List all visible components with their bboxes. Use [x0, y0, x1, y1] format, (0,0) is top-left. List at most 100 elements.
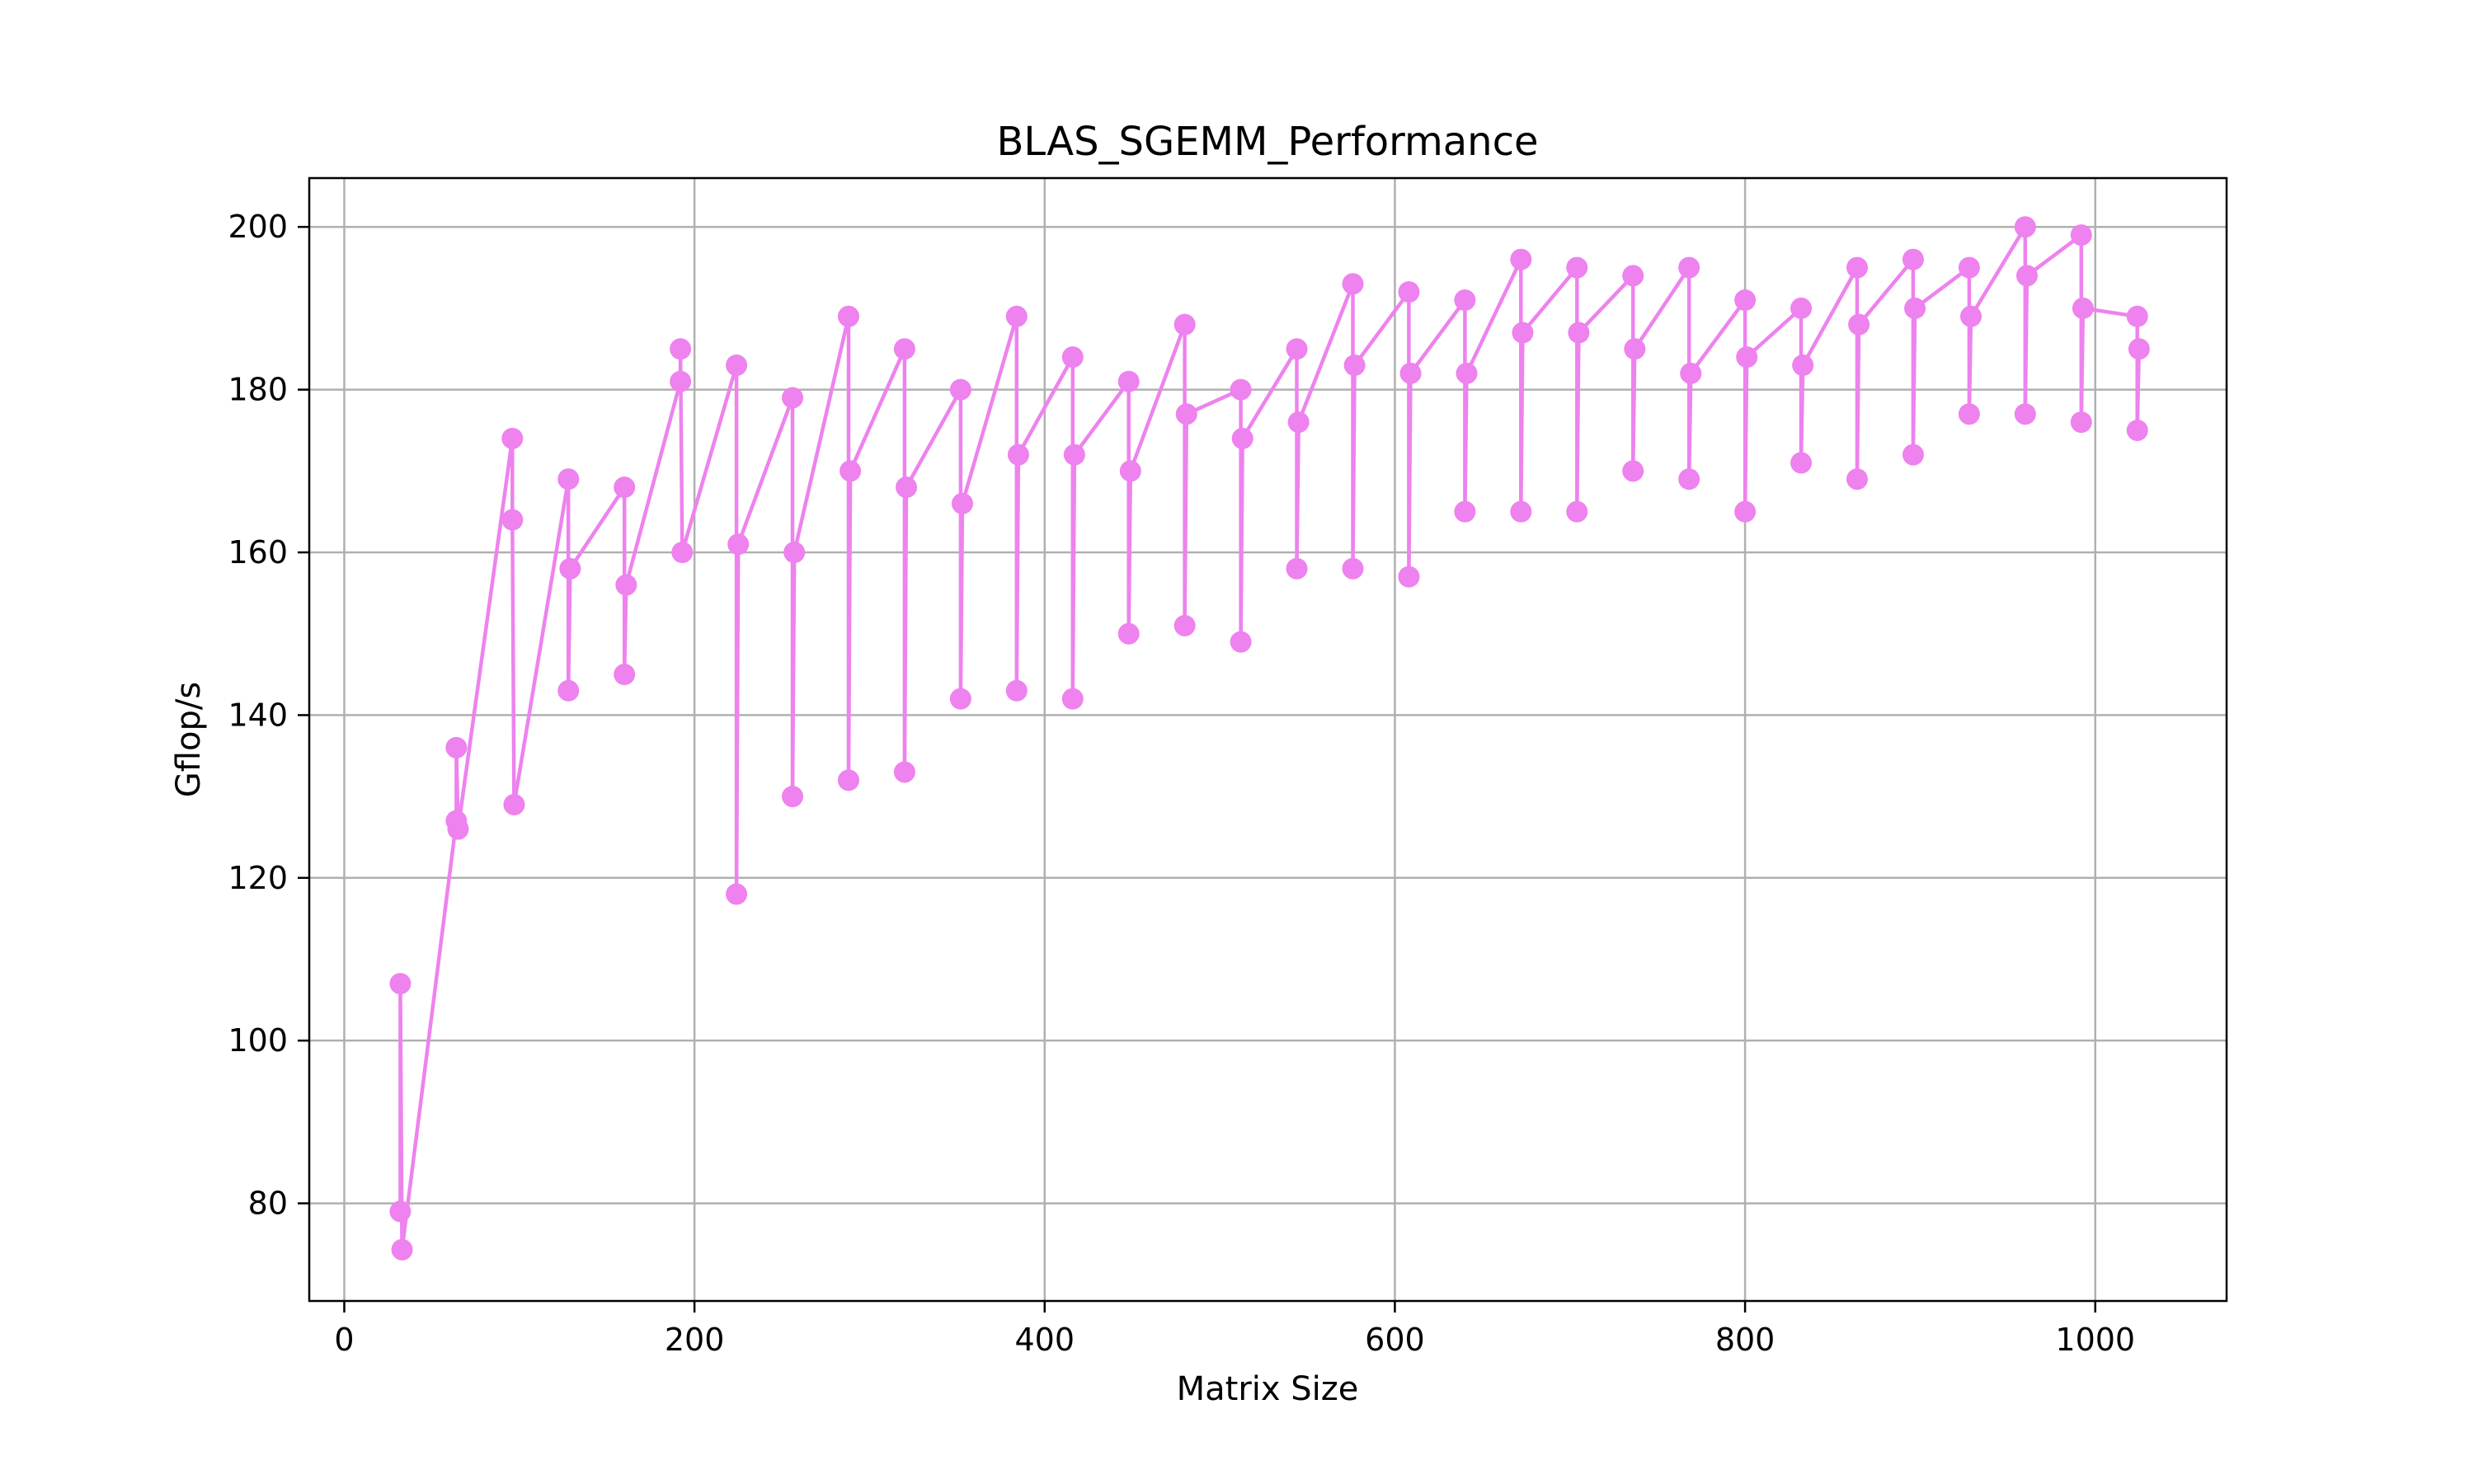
x-axis-label: Matrix Size: [1177, 1370, 1359, 1408]
data-point-24: [837, 305, 859, 327]
data-point-77: [1792, 355, 1814, 376]
data-points: [389, 216, 2150, 1261]
data-point-23: [783, 542, 806, 563]
data-point-17: [671, 542, 694, 563]
data-point-6: [501, 427, 524, 449]
data-point-54: [1398, 281, 1420, 303]
data-point-79: [1846, 468, 1868, 491]
data-point-75: [1790, 297, 1813, 319]
data-point-37: [1061, 688, 1084, 710]
data-point-41: [1119, 460, 1141, 482]
y-tick-label-6: 200: [228, 209, 288, 245]
data-point-10: [557, 679, 580, 702]
data-point-36: [1061, 346, 1084, 369]
data-point-2: [391, 1238, 413, 1261]
data-point-29: [896, 477, 918, 499]
data-point-84: [1958, 256, 1980, 279]
data-point-62: [1512, 322, 1534, 344]
data-point-93: [2126, 305, 2148, 327]
data-point-31: [949, 688, 971, 710]
data-point-49: [1286, 557, 1308, 580]
data-point-87: [2014, 216, 2036, 238]
data-point-73: [1734, 500, 1757, 523]
y-tick-label-0: 80: [248, 1186, 288, 1222]
data-point-60: [1510, 248, 1532, 270]
data-point-26: [840, 460, 862, 482]
data-point-59: [1456, 362, 1478, 384]
data-point-80: [1848, 313, 1870, 336]
data-point-11: [559, 557, 581, 580]
data-point-74: [1736, 346, 1758, 369]
data-point-68: [1624, 338, 1646, 360]
data-point-50: [1287, 411, 1310, 434]
data-point-40: [1117, 622, 1140, 645]
series-0-line: [398, 224, 2142, 1252]
data-point-61: [1510, 500, 1532, 523]
data-point-51: [1342, 273, 1364, 295]
data-point-66: [1622, 265, 1644, 287]
data-point-44: [1175, 403, 1197, 425]
data-point-76: [1790, 452, 1813, 474]
y-tick-label-3: 140: [228, 697, 288, 733]
data-point-1: [389, 973, 412, 995]
data-point-64: [1566, 500, 1588, 523]
y-axis-label: Gflop/s: [170, 682, 208, 797]
data-point-18: [726, 355, 748, 376]
data-point-72: [1734, 289, 1757, 312]
data-point-81: [1902, 248, 1924, 270]
x-tick-label-2: 400: [1015, 1322, 1075, 1358]
data-point-70: [1678, 468, 1700, 491]
data-point-78: [1846, 256, 1868, 279]
data-point-48: [1286, 338, 1308, 360]
data-point-7: [501, 509, 524, 531]
data-point-95: [2128, 338, 2150, 360]
data-point-16: [670, 338, 692, 360]
grid-lines: [309, 178, 2227, 1301]
x-tick-label-0: 0: [334, 1322, 354, 1358]
series-line: [398, 224, 2142, 1252]
data-point-35: [1007, 444, 1029, 466]
data-point-39: [1117, 370, 1140, 392]
data-point-9: [557, 468, 580, 491]
data-point-0: [389, 1200, 412, 1223]
y-tick-label-5: 180: [228, 372, 288, 408]
x-tick-label-5: 1000: [2055, 1322, 2135, 1358]
x-tick-label-1: 200: [665, 1322, 725, 1358]
y-tick-label-1: 100: [228, 1022, 288, 1059]
data-point-65: [1568, 322, 1590, 344]
data-point-32: [951, 492, 973, 514]
data-point-25: [837, 769, 859, 791]
chart-title: BLAS_SGEMM_Performance: [996, 119, 1538, 165]
data-point-47: [1231, 427, 1253, 449]
data-point-42: [1174, 313, 1196, 336]
data-point-53: [1343, 355, 1366, 376]
data-point-69: [1678, 256, 1700, 279]
data-point-34: [1005, 679, 1028, 702]
data-point-20: [727, 533, 750, 556]
data-point-30: [949, 378, 971, 401]
x-tick-label-3: 600: [1365, 1322, 1425, 1358]
data-point-5: [447, 818, 469, 840]
data-point-89: [2015, 265, 2038, 287]
data-point-86: [1960, 305, 1982, 327]
plot-frame: [308, 176, 2228, 1303]
data-point-94: [2126, 419, 2148, 441]
data-point-57: [1454, 289, 1476, 312]
data-point-28: [893, 761, 915, 783]
data-point-90: [2070, 224, 2092, 247]
data-point-43: [1174, 614, 1196, 636]
data-point-12: [614, 477, 636, 499]
data-point-88: [2014, 403, 2036, 425]
data-point-52: [1342, 557, 1364, 580]
data-point-15: [670, 370, 692, 392]
x-tick-label-4: 800: [1715, 1322, 1776, 1358]
data-point-85: [1958, 403, 1980, 425]
data-point-92: [2072, 297, 2094, 319]
data-point-21: [782, 387, 804, 409]
data-point-38: [1063, 444, 1085, 466]
data-point-22: [782, 786, 804, 808]
data-point-67: [1622, 460, 1644, 482]
data-point-55: [1398, 566, 1420, 588]
data-point-19: [726, 883, 748, 905]
data-point-82: [1902, 444, 1924, 466]
